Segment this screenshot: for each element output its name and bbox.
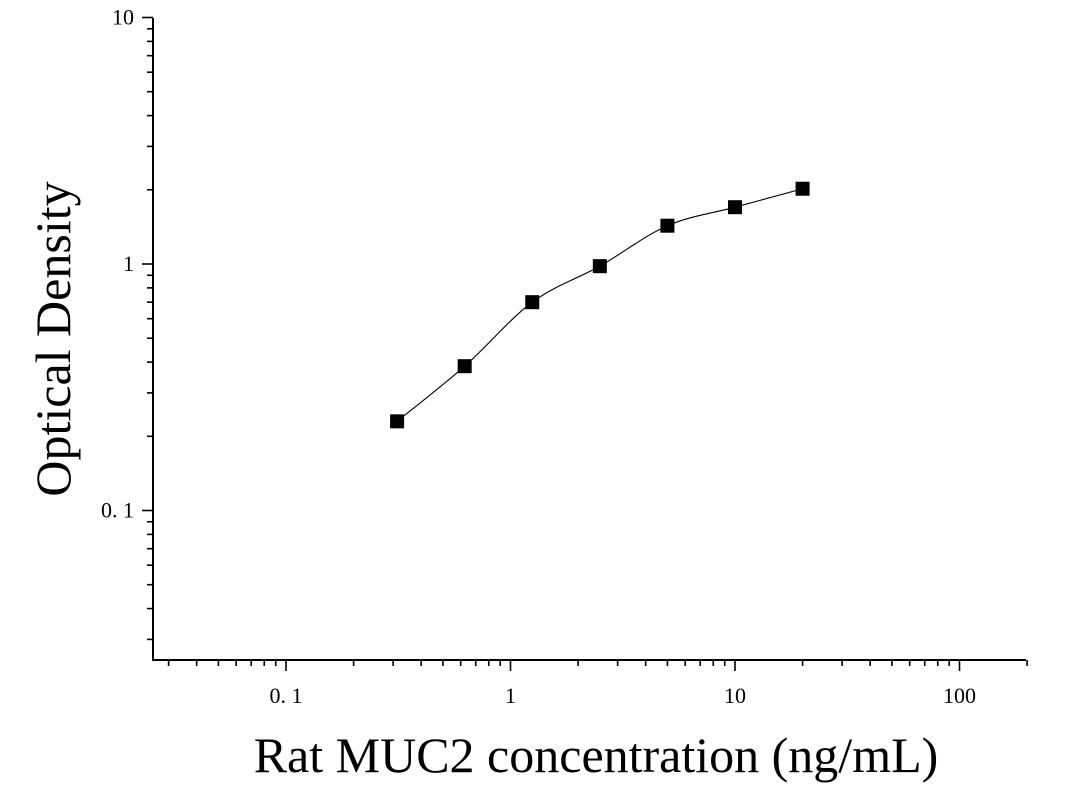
y-tick-label: 1 <box>123 251 134 276</box>
data-point <box>457 359 472 374</box>
data-point <box>660 218 675 233</box>
data-point <box>728 200 742 215</box>
axis-ticks <box>142 16 1028 671</box>
data-point <box>795 181 810 196</box>
x-axis-title: Rat MUC2 concentration (ng/mL) <box>254 727 939 783</box>
x-tick-label: 1 <box>505 683 516 708</box>
data-point <box>592 259 607 274</box>
y-axis-title: Optical Density <box>25 181 81 496</box>
x-tick-label: 100 <box>943 683 976 708</box>
y-tick-label: 10 <box>112 5 134 30</box>
fit-curve <box>396 188 803 422</box>
data-point <box>525 295 540 310</box>
data-point <box>390 414 405 429</box>
data-markers <box>390 181 810 429</box>
y-tick-label: 0. 1 <box>101 498 134 523</box>
x-tick-label: 10 <box>724 683 746 708</box>
x-tick-label: 0. 1 <box>270 683 303 708</box>
tick-labels: 0. 1 1 10 100 0. 1 1 10 <box>101 5 976 709</box>
